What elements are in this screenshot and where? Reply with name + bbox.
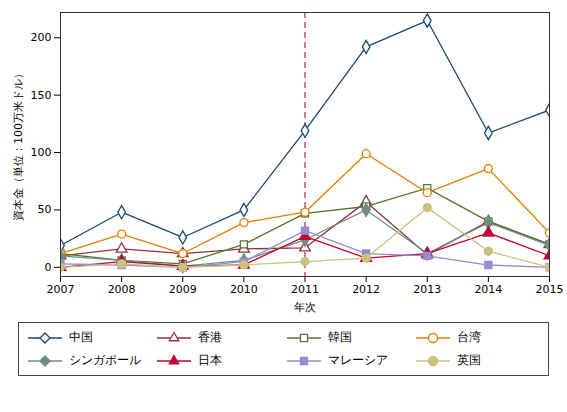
html-text:英国: 英国 [456,353,481,367]
svg-text:2010: 2010 [230,283,258,296]
svg-text:200: 200 [31,31,52,44]
html-text:日本: 日本 [198,353,223,367]
svg-text:0: 0 [45,261,52,274]
html-text:シンガポール: シンガポール [69,353,141,367]
svg-text:2011: 2011 [291,283,319,296]
html-text:マレーシア: マレーシア [327,353,388,367]
html-text:香港: 香港 [198,330,223,344]
svg-text:2014: 2014 [474,283,502,296]
html-text:中国: 中国 [69,330,93,344]
svg-text:資本金（単位：100万米ドル）: 資本金（単位：100万米ドル） [12,68,25,221]
html-text:韓国: 韓国 [327,330,352,344]
svg-text:2007: 2007 [47,283,75,296]
svg-text:150: 150 [31,89,52,102]
svg-text:2013: 2013 [413,283,441,296]
svg-text:2012: 2012 [352,283,380,296]
svg-text:2015: 2015 [536,283,564,296]
svg-text:2009: 2009 [169,283,197,296]
svg-text:年次: 年次 [294,301,316,314]
svg-text:2008: 2008 [108,283,136,296]
svg-text:100: 100 [31,146,52,159]
html-text:台湾: 台湾 [456,330,481,344]
svg-text:50: 50 [38,203,52,216]
